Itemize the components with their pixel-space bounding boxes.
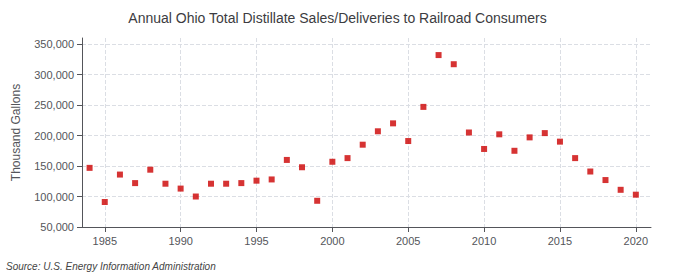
svg-text:350,000: 350,000 (34, 38, 74, 50)
svg-text:2020: 2020 (624, 235, 648, 247)
svg-text:250,000: 250,000 (34, 99, 74, 111)
svg-text:1985: 1985 (93, 235, 117, 247)
svg-text:200,000: 200,000 (34, 130, 74, 142)
svg-text:2010: 2010 (472, 235, 496, 247)
svg-text:2000: 2000 (320, 235, 344, 247)
svg-text:300,000: 300,000 (34, 69, 74, 81)
svg-text:150,000: 150,000 (34, 160, 74, 172)
svg-text:2015: 2015 (548, 235, 572, 247)
svg-text:100,000: 100,000 (34, 191, 74, 203)
svg-text:Source: U.S. Energy Informatio: Source: U.S. Energy Information Administ… (6, 261, 216, 272)
svg-text:1995: 1995 (244, 235, 268, 247)
svg-text:1990: 1990 (168, 235, 192, 247)
svg-text:Thousand Gallons: Thousand Gallons (9, 84, 23, 181)
svg-text:2005: 2005 (396, 235, 420, 247)
svg-text:50,000: 50,000 (40, 221, 74, 233)
svg-text:Annual Ohio Total Distillate S: Annual Ohio Total Distillate Sales/Deliv… (128, 10, 546, 26)
